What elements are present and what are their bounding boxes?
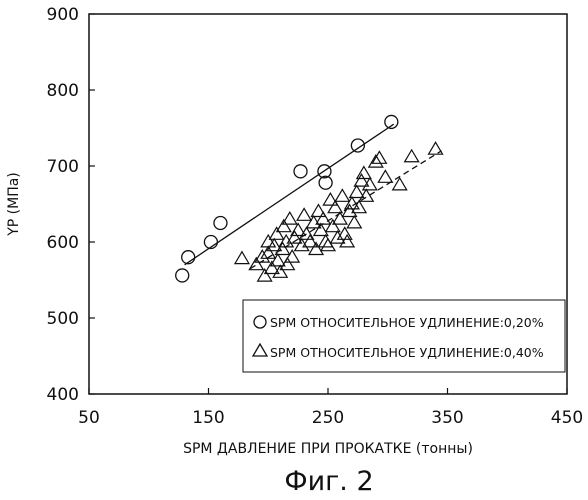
data-point-triangle [326,220,340,232]
data-point-triangle [347,216,361,228]
data-point-circle [294,165,307,178]
y-tick-label: 900 [47,5,79,25]
data-point-triangle [328,201,342,213]
data-point-triangle [350,186,364,198]
data-points [176,115,443,282]
data-point-triangle [331,231,345,243]
data-point-triangle [258,269,272,281]
data-point-triangle [357,167,371,179]
data-point-triangle [321,239,335,251]
y-axis-title: YP (МПа) [6,172,22,237]
legend-box [243,300,565,372]
data-point-triangle [352,201,366,213]
data-point-triangle [270,227,284,239]
y-tick-label: 800 [47,81,79,101]
data-point-triangle [323,193,337,205]
data-point-triangle [311,205,325,217]
legend-label-series-2: SPM ОТНОСИТЕЛЬНОЕ УДЛИНЕНИЕ:0,40% [270,345,544,360]
figure-caption: Фиг. 2 [284,466,373,497]
x-tick-label: 450 [551,408,583,428]
data-point-triangle [319,235,333,247]
x-tick-label: 250 [312,408,344,428]
data-point-triangle [285,250,299,262]
data-point-triangle [335,189,349,201]
data-point-circle [214,217,227,230]
data-point-triangle [429,142,443,154]
data-point-circle [176,269,189,282]
data-point-triangle [297,208,311,220]
data-point-triangle [378,170,392,182]
x-tick-label: 150 [192,408,224,428]
data-point-triangle [405,150,419,162]
legend-label-series-1: SPM ОТНОСИТЕЛЬНОЕ УДЛИНЕНИЕ:0,20% [270,315,544,330]
legend: SPM ОТНОСИТЕЛЬНОЕ УДЛИНЕНИЕ:0,20% SPM ОТ… [243,300,565,372]
x-axis-title: SPM ДАВЛЕНИЕ ПРИ ПРОКАТКЕ (тонны) [183,441,473,457]
y-tick-label: 600 [47,233,79,253]
x-tick-label: 50 [78,408,100,428]
y-tick-label: 700 [47,157,79,177]
data-point-triangle [280,258,294,270]
x-tick-label: 350 [431,408,463,428]
data-point-triangle [393,178,407,190]
y-tick-label: 500 [47,309,79,329]
data-point-triangle [338,227,352,239]
y-tick-label: 400 [47,385,79,405]
data-point-triangle [340,235,354,247]
data-point-triangle [316,212,330,224]
data-point-triangle [235,252,249,264]
